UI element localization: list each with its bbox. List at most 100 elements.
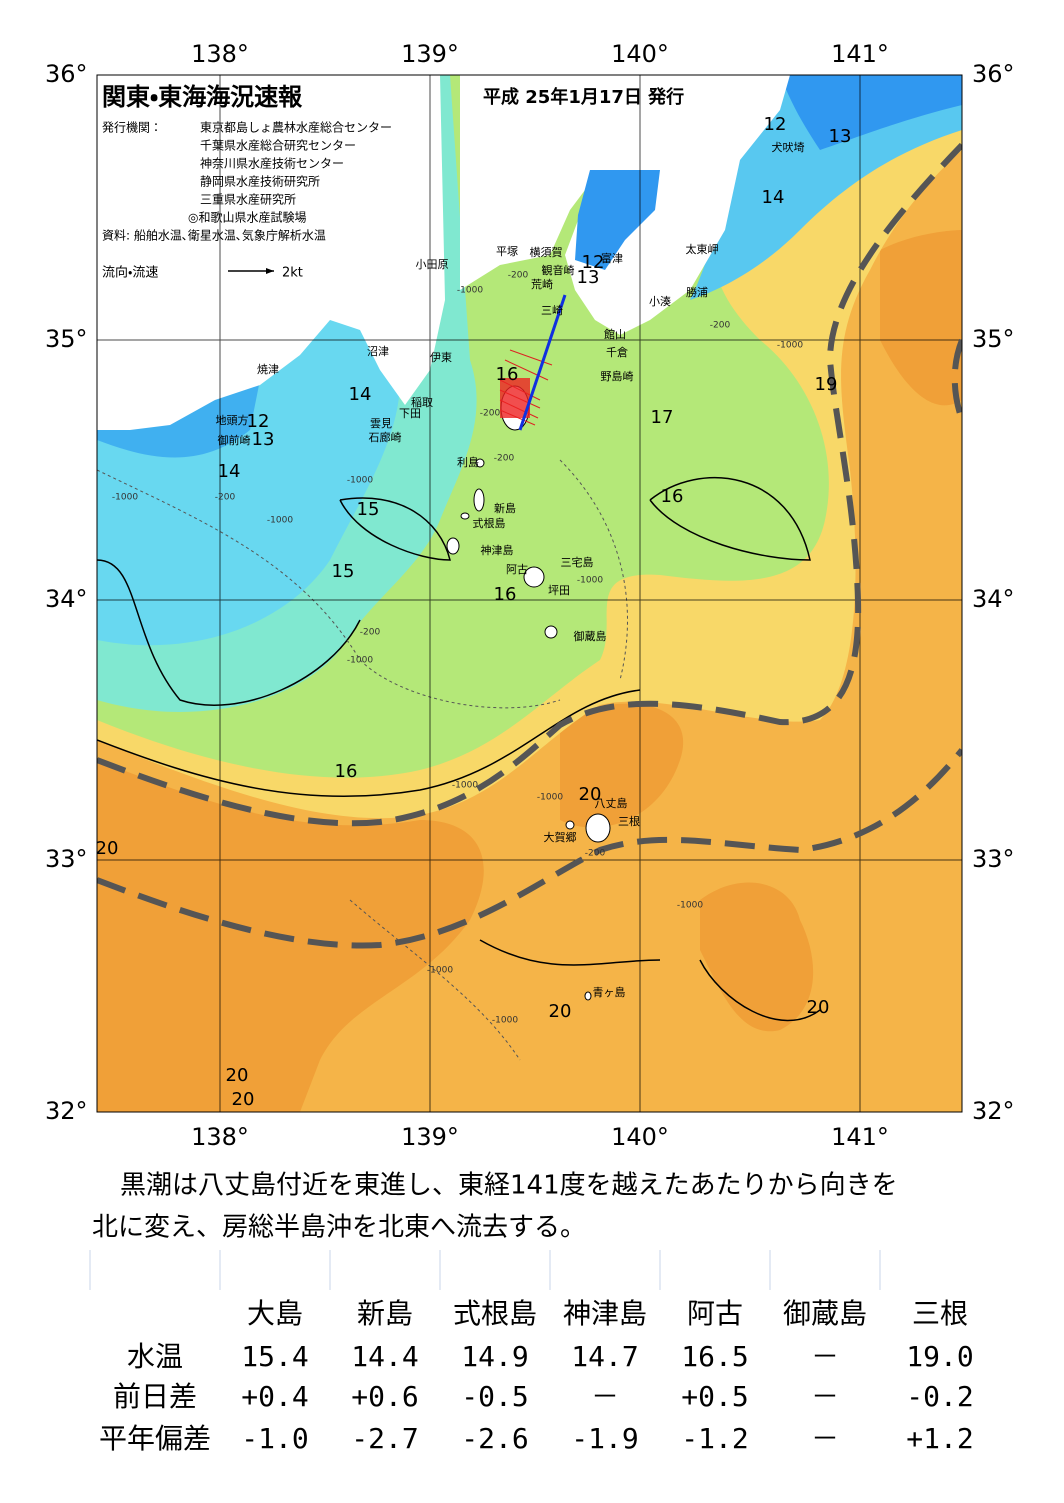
- longitude-label: 141°: [831, 1123, 889, 1151]
- depth-label: -200: [480, 409, 501, 419]
- isotherm-label: 16: [661, 486, 684, 507]
- isotherm-label: 15: [357, 499, 380, 520]
- table-cell: －: [811, 1340, 839, 1373]
- latitude-label: 33°: [972, 845, 1015, 873]
- place-name: 野島崎: [601, 369, 634, 383]
- isotherm-label: 12: [582, 252, 605, 273]
- depth-label: -1000: [347, 656, 373, 666]
- isotherm-label: 12: [247, 411, 270, 432]
- column-header: 阿古: [687, 1297, 743, 1330]
- isotherm-label: 12: [764, 114, 787, 135]
- table-cell: -2.7: [351, 1422, 418, 1455]
- isotherm-label: 17: [651, 407, 674, 428]
- table-cell: －: [811, 1380, 839, 1413]
- depth-label: -200: [710, 321, 731, 331]
- legend-scale: 2kt: [282, 266, 303, 281]
- depth-label: -200: [215, 493, 236, 503]
- depth-label: -1000: [537, 793, 563, 803]
- latitude-label: 33°: [45, 845, 88, 873]
- depth-label: -200: [494, 454, 515, 464]
- place-name: 坪田: [548, 584, 570, 597]
- longitude-label: 140°: [611, 40, 669, 68]
- coordinate-labels: 138° 138° 139° 139° 140° 140° 141° 141° 36° 36° 35…: [45, 40, 1015, 1151]
- place-name: 地頭方: [216, 413, 249, 427]
- place-name: 御前崎: [218, 433, 251, 447]
- description-line: 黒潮は八丈島付近を東進し、東経141度を越えたあたりから向きを: [120, 1171, 898, 1201]
- longitude-label: 138°: [191, 1123, 249, 1151]
- row-label: 平年偏差: [99, 1422, 211, 1455]
- isotherm-label: 20: [549, 1001, 572, 1022]
- isotherm-label: 16: [494, 584, 517, 605]
- longitude-label: 139°: [401, 40, 459, 68]
- isotherm-label: 15: [332, 561, 355, 582]
- depth-label: -200: [508, 271, 529, 281]
- map-title: 関東・東海海況速報: [102, 83, 303, 111]
- table-cell: +0.6: [351, 1380, 418, 1413]
- issuer: 千葉県水産総合研究センター: [200, 138, 356, 153]
- table-cell: －: [811, 1422, 839, 1455]
- latitude-label: 34°: [972, 585, 1015, 613]
- place-name: 荒崎: [531, 277, 553, 291]
- latitude-label: 32°: [45, 1097, 88, 1125]
- place-name: 下田: [399, 407, 421, 420]
- table-cell: 14.7: [571, 1340, 638, 1373]
- latitude-label: 35°: [45, 325, 88, 353]
- table-cell: 14.4: [351, 1340, 418, 1373]
- isotherm-label: 16: [496, 364, 519, 385]
- data-source: 資料: 船舶水温､衛星水温､気象庁解析水温: [102, 228, 326, 243]
- column-header: 御蔵島: [783, 1297, 867, 1330]
- table-cell: +0.5: [681, 1380, 748, 1413]
- issuer: 東京都島しょ農林水産総合センター: [200, 120, 392, 135]
- place-name: 御蔵島: [574, 629, 607, 643]
- table-cell: 16.5: [681, 1340, 748, 1373]
- depth-label: -1000: [267, 516, 293, 526]
- table-cell: +1.2: [906, 1422, 973, 1455]
- table-dividers: [89, 1250, 881, 1290]
- longitude-label: 140°: [611, 1123, 669, 1151]
- row-label: 前日差: [113, 1380, 197, 1413]
- column-header: 式根島: [453, 1297, 537, 1330]
- place-name: 小湊: [649, 294, 671, 308]
- depth-label: -1000: [452, 781, 478, 791]
- depth-label: -1000: [577, 576, 603, 586]
- longitude-label: 138°: [191, 40, 249, 68]
- isotherm-label: 16: [335, 761, 358, 782]
- table-cell: -1.2: [681, 1422, 748, 1455]
- latitude-label: 36°: [45, 60, 88, 88]
- column-header: 大島: [247, 1297, 303, 1330]
- latitude-label: 35°: [972, 325, 1015, 353]
- legend-label: 流向・流速: [102, 265, 158, 281]
- column-header: 新島: [357, 1297, 413, 1330]
- sea-temperature-map: [97, 75, 962, 1112]
- depth-label: -1000: [492, 1016, 518, 1026]
- place-name: 八丈島: [595, 796, 628, 810]
- isotherm-label: 20: [226, 1065, 249, 1086]
- depth-label: -1000: [777, 341, 803, 351]
- place-name: 阿古: [506, 563, 528, 576]
- isotherm-label: 14: [218, 461, 241, 482]
- isotherm-label: 13: [829, 126, 852, 147]
- depth-label: -1000: [457, 286, 483, 296]
- depth-label: -1000: [347, 476, 373, 486]
- issuer: ◎和歌山県水産試験場: [188, 210, 306, 225]
- place-name: 沼津: [367, 344, 389, 358]
- row-label: 水温: [127, 1340, 183, 1373]
- table-cell: 15.4: [241, 1340, 308, 1373]
- legend-arrowhead: [266, 268, 274, 274]
- table-cell: -1.0: [241, 1422, 308, 1455]
- place-name: 勝浦: [686, 285, 708, 299]
- table-cell: -1.9: [571, 1422, 638, 1455]
- place-name: 太東岬: [686, 242, 719, 256]
- place-name: 犬吠埼: [772, 140, 805, 154]
- place-name: 小田原: [416, 258, 449, 271]
- place-name: 青ヶ島: [593, 985, 626, 999]
- place-name: 三宅島: [561, 555, 594, 569]
- longitude-label: 141°: [831, 40, 889, 68]
- issuer: 静岡県水産技術研究所: [200, 174, 320, 189]
- latitude-label: 34°: [45, 585, 88, 613]
- isotherm-label: 14: [762, 187, 785, 208]
- description-line: 北に変え、房総半島沖を北東へ流去する。: [92, 1213, 586, 1243]
